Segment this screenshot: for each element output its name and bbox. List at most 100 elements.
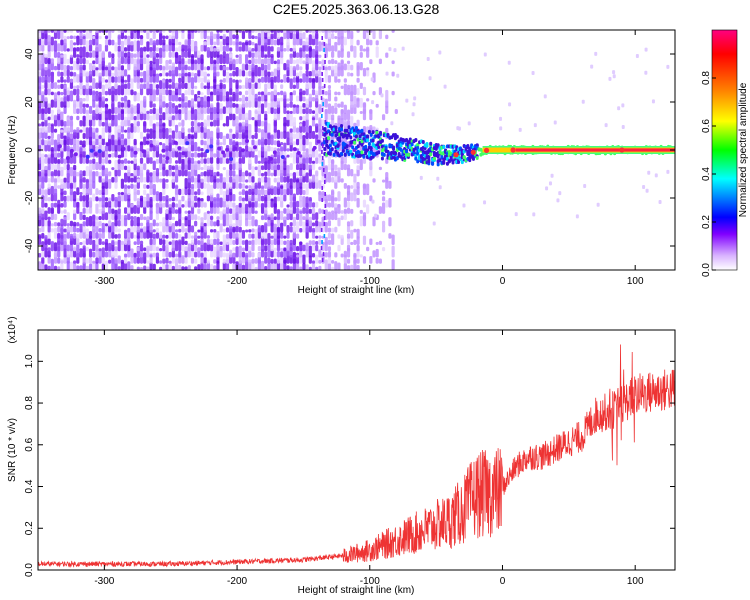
heatmap-cell: [324, 252, 328, 258]
heatmap-cell: [57, 222, 61, 227]
heatmap-cell: [299, 78, 303, 83]
heatmap-cell: [155, 73, 160, 83]
heatmap-cell: [315, 235, 319, 239]
heatmap-cell: [165, 234, 169, 239]
heatmap-cell: [216, 230, 220, 239]
heatmap-cell: [190, 72, 195, 77]
heatmap-cell: [311, 202, 316, 208]
heatmap-cell: [95, 94, 99, 102]
heatmap-cell: [88, 215, 93, 227]
heatmap-cell: [315, 224, 319, 233]
heatmap-cell: [276, 129, 281, 139]
figure-title: C2E5.2025.363.06.13.G28: [273, 1, 440, 17]
heatmap-cell: [88, 85, 93, 90]
heatmap-cell: [66, 226, 70, 233]
heatmap-cell: [98, 111, 102, 121]
heatmap-cell: [414, 156, 418, 161]
heatmap-cell: [295, 207, 300, 214]
heatmap-cell: [152, 40, 156, 46]
heatmap-cell: [79, 98, 83, 102]
heatmap-cell: [331, 266, 335, 270]
heatmap-cell: [41, 257, 45, 264]
heatmap-cell: [305, 118, 309, 127]
heatmap-cell: [318, 66, 322, 71]
heatmap-cell: [369, 39, 373, 46]
heatmap-cell: [267, 102, 271, 114]
heatmap-cell: [200, 121, 204, 127]
heatmap-cell: [114, 139, 118, 146]
heatmap-cell: [311, 89, 316, 96]
heatmap-cell: [251, 215, 255, 227]
heatmap-cell: [321, 78, 324, 82]
heatmap-cell: [219, 142, 223, 146]
heatmap-cell: [117, 208, 121, 214]
heatmap-cell: [381, 202, 386, 214]
heatmap-cell: [351, 145, 355, 150]
heatmap-cell: [53, 202, 58, 208]
heatmap-cell: [114, 150, 118, 158]
heatmap-cell: [270, 30, 274, 33]
heatmap-cell: [232, 170, 236, 177]
heatmap-cell: [41, 121, 45, 127]
heatmap-cell: [406, 152, 410, 157]
heatmap-cell: [241, 175, 246, 183]
heatmap-cell: [65, 156, 70, 161]
heatmap-cell: [299, 241, 303, 246]
carrier-band-core: [515, 148, 675, 152]
heatmap-cell: [57, 170, 61, 177]
heatmap-cell: [181, 119, 185, 127]
heatmap-cell: [270, 71, 274, 77]
heatmap-cell: [165, 257, 169, 264]
heatmap-cell: [257, 252, 261, 258]
heatmap-cell: [311, 96, 316, 102]
heatmap-cell: [270, 258, 274, 264]
heatmap-cell: [92, 260, 96, 264]
heatmap-cell: [302, 44, 306, 52]
heatmap-cell: [286, 131, 290, 139]
heatmap-cell: [308, 240, 312, 246]
heatmap-cell: [98, 50, 102, 58]
heatmap-cell: [200, 191, 204, 196]
heatmap-cell: [267, 131, 271, 139]
heatmap-cell: [299, 266, 303, 270]
heatmap-cells: [38, 30, 675, 270]
heatmap-cell: [152, 145, 156, 152]
heatmap-cell: [127, 44, 131, 52]
heatmap-cell: [181, 30, 185, 33]
heatmap-cell: [50, 228, 54, 233]
heatmap-cell: [95, 90, 99, 96]
heatmap-cell: [302, 120, 306, 127]
heatmap-cell: [194, 130, 198, 139]
heatmap-cell: [127, 82, 131, 90]
heatmap-cell: [416, 146, 420, 151]
heatmap-cell: [645, 188, 649, 193]
heatmap-cell: [104, 97, 109, 102]
heatmap-cell: [229, 200, 233, 208]
heatmap-cell: [95, 243, 99, 252]
heatmap-cell: [60, 166, 64, 171]
heatmap-cell: [79, 170, 83, 177]
heatmap-cell: [289, 47, 293, 52]
snr-ytick-label: 0.8: [24, 396, 35, 410]
heatmap-cell: [111, 30, 115, 33]
heatmap-cell: [320, 228, 323, 232]
heatmap-cell: [190, 120, 195, 127]
heatmap-cell: [359, 110, 363, 114]
heatmap-cell: [63, 228, 67, 233]
heatmap-cell: [346, 109, 351, 121]
heatmap-cell: [238, 245, 242, 258]
heatmap-cell: [356, 39, 360, 46]
heatmap-cell: [143, 113, 147, 121]
heatmap-cell: [95, 30, 99, 33]
heatmap-cell: [219, 41, 223, 52]
heatmap-cell: [295, 95, 300, 102]
heatmap-cell: [146, 81, 150, 90]
heatmap-cell: [50, 124, 54, 133]
heatmap-cell: [299, 47, 303, 52]
heatmap-cell: [155, 158, 160, 164]
heatmap-cell: [260, 260, 265, 270]
heatmap-cell: [302, 102, 306, 108]
heatmap-cell: [251, 57, 255, 65]
heatmap-cell: [47, 207, 51, 214]
heatmap-cell: [171, 62, 175, 71]
